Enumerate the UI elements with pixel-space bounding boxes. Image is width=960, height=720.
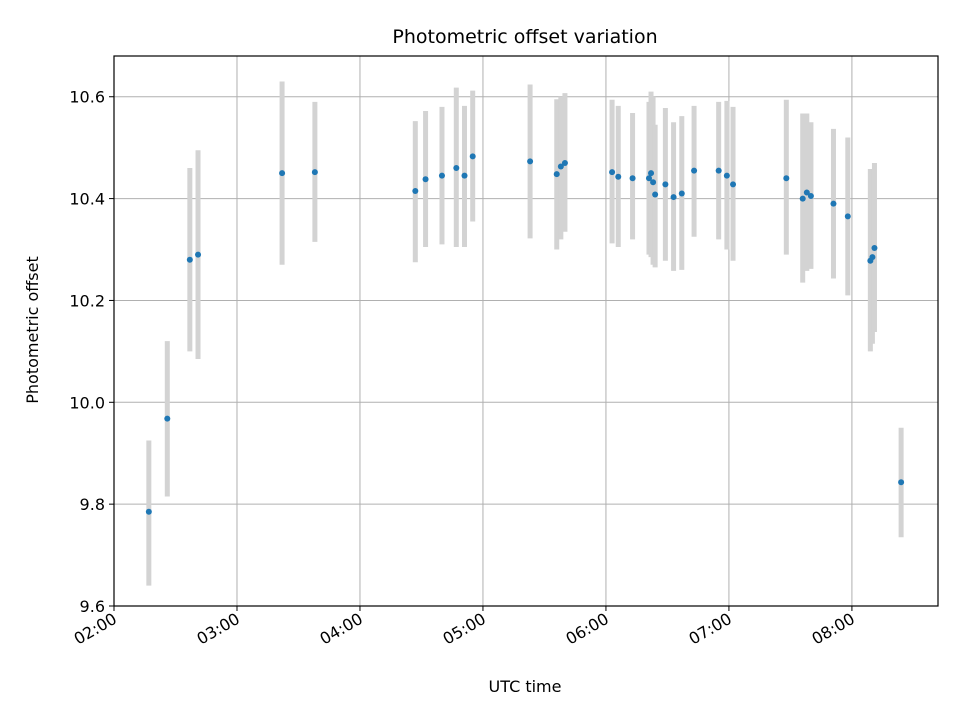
data-point bbox=[186, 256, 193, 263]
data-point bbox=[553, 171, 560, 178]
plot-frame bbox=[113, 55, 939, 607]
data-point bbox=[527, 158, 534, 165]
data-point bbox=[195, 251, 202, 258]
x-tick-label: 05:00 bbox=[440, 609, 489, 649]
x-tick-label: 08:00 bbox=[808, 609, 857, 649]
y-axis-label: Photometric offset bbox=[23, 256, 42, 404]
data-point bbox=[561, 159, 568, 166]
data-point bbox=[670, 194, 677, 201]
data-point bbox=[438, 172, 445, 179]
data-points bbox=[145, 153, 905, 515]
data-point bbox=[453, 165, 460, 172]
data-point bbox=[629, 175, 636, 182]
y-tick-label: 9.8 bbox=[80, 495, 105, 514]
data-point bbox=[461, 172, 468, 179]
data-point bbox=[650, 179, 657, 186]
data-point bbox=[678, 190, 685, 197]
data-point bbox=[803, 189, 810, 196]
data-point bbox=[691, 167, 698, 174]
data-point bbox=[652, 191, 659, 198]
y-axis-ticks: 9.6 9.8 10.0 10.2 10.4 10.6 bbox=[69, 88, 114, 616]
x-tick-label: 03:00 bbox=[194, 609, 243, 649]
data-point bbox=[311, 169, 318, 176]
data-point bbox=[557, 163, 564, 170]
data-point bbox=[844, 213, 851, 220]
error-bars bbox=[146, 81, 904, 586]
data-point bbox=[869, 254, 876, 261]
data-point bbox=[783, 175, 790, 182]
data-point bbox=[609, 169, 616, 176]
data-point bbox=[145, 508, 152, 515]
data-point bbox=[715, 167, 722, 174]
x-tick-label: 07:00 bbox=[685, 609, 734, 649]
y-tick-label: 10.4 bbox=[69, 190, 105, 209]
data-point bbox=[648, 170, 655, 177]
grid bbox=[113, 56, 938, 607]
data-point bbox=[469, 153, 476, 160]
data-point bbox=[871, 244, 878, 251]
data-point bbox=[615, 173, 622, 180]
x-axis-label: UTC time bbox=[489, 677, 562, 696]
data-point bbox=[730, 181, 737, 188]
data-point bbox=[412, 187, 419, 194]
data-point bbox=[645, 175, 652, 182]
y-tick-label: 10.6 bbox=[69, 88, 105, 107]
data-point bbox=[723, 172, 730, 179]
data-point bbox=[279, 170, 286, 177]
data-point bbox=[898, 479, 905, 486]
data-point bbox=[830, 200, 837, 207]
data-point bbox=[164, 415, 171, 422]
x-axis-ticks: 02:00 03:00 04:00 05:00 06:00 07:00 08:00 bbox=[71, 606, 858, 649]
data-point bbox=[422, 176, 429, 183]
data-point bbox=[807, 193, 814, 200]
y-tick-label: 10.0 bbox=[69, 393, 105, 412]
data-point bbox=[662, 181, 669, 188]
x-tick-label: 04:00 bbox=[317, 609, 366, 649]
data-point bbox=[799, 195, 806, 202]
y-tick-label: 10.2 bbox=[69, 291, 105, 310]
chart-title: Photometric offset variation bbox=[392, 26, 657, 48]
x-tick-label: 06:00 bbox=[563, 609, 612, 649]
y-tick-label: 9.6 bbox=[80, 597, 105, 616]
